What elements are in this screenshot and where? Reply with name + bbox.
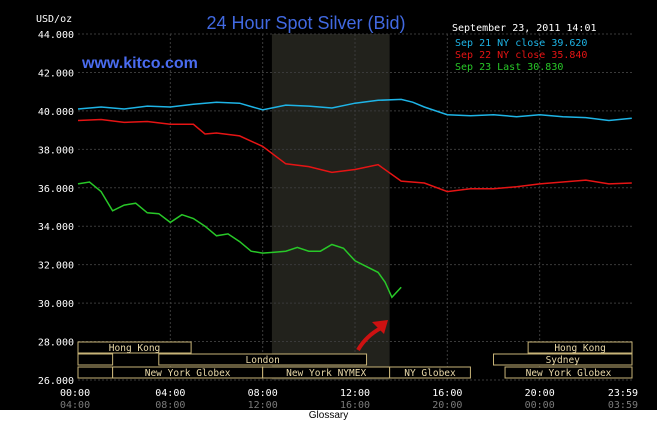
nymex-session-highlight [271,34,390,380]
glossary-link[interactable]: Glossary [308,410,349,421]
y-tick-label: 44.000 [38,30,74,41]
x-tick-label-ny: 16:00 [432,388,462,399]
market-bar [504,366,633,379]
red-arrow-head [372,320,388,334]
market-bar-label: Sydney [546,355,581,366]
series-line [77,98,632,122]
x-tick-label-gmt: 12:00 [248,400,278,411]
x-tick-label-ny: 00:00 [60,388,90,399]
watermark-url: www.kitco.com [81,55,198,72]
x-tick-label-gmt: 20:00 [432,400,462,411]
legend-item-sep21: Sep 21 NY close 39.620 [455,38,587,49]
y-tick-label: 42.000 [38,68,74,79]
legend-item-sep22: Sep 22 NY close 35.840 [455,50,587,61]
x-tick-label-gmt: 00:00 [525,400,555,411]
market-session-bars: Hong Kong Hong Kong London Sydney New York G… [77,341,633,379]
market-bar-label: New York Globex [145,368,231,379]
series-line [77,118,632,193]
y-axis-ticks: 44.000 42.000 40.000 38.000 36.000 34.000 32.0… [38,30,74,387]
market-bar [77,366,114,379]
market-bar-label: Hong Kong [109,343,160,354]
x-tick-label-ny: 12:00 [340,388,370,399]
y-tick-label: 38.000 [38,145,74,156]
x-tick-label-gmt: 03:59 [608,400,638,411]
y-tick-label: 36.000 [38,184,74,195]
y-tick-label: 32.000 [38,261,74,272]
red-arrow-annotation [356,326,382,352]
market-bar [493,353,633,366]
market-bar [389,366,471,379]
x-tick-label-ny: 08:00 [248,388,278,399]
series-line [77,181,402,299]
x-tick-label-gmt: 16:00 [340,400,370,411]
market-bar-label: NY Globex [404,368,456,379]
market-bar [527,341,633,354]
x-tick-label-ny: 23:59 [608,388,638,399]
y-tick-label: 28.000 [38,338,74,349]
x-tick-label-gmt: 08:00 [155,400,185,411]
y-tick-label: 30.000 [38,299,74,310]
x-tick-label-gmt: 04:00 [60,400,90,411]
legend: Sep 21 NY close 39.620 Sep 22 NY close 3… [455,38,587,73]
gmt-label: GMT [22,400,42,410]
chart-title: 24 Hour Spot Silver (Bid) [206,13,405,33]
y-tick-label: 40.000 [38,107,74,118]
x-tick-label-ny: 20:00 [525,388,555,399]
gridlines [78,33,632,381]
legend-item-sep23: Sep 23 Last 30.830 [455,62,563,73]
x-axis-ticks: 00:0004:0004:0008:0008:0012:0012:0016:00… [60,388,638,411]
unit-label: USD/oz [36,14,72,25]
market-bar [77,341,192,354]
series-lines [77,98,632,299]
market-bar-label: New York Globex [526,368,612,379]
market-bar [77,353,114,366]
market-bar-label: Hong Kong [554,343,605,354]
x-tick-label-ny: 04:00 [155,388,185,399]
y-tick-label: 34.000 [38,222,74,233]
ny-time-label: NY Time [16,389,50,399]
date-label: September 23, 2011 14:01 [452,23,597,34]
market-bar-label: New York NYMEX [286,368,366,379]
market-bar [158,353,368,366]
market-bar-label: London [246,355,280,366]
y-tick-label: 26.000 [38,376,74,387]
